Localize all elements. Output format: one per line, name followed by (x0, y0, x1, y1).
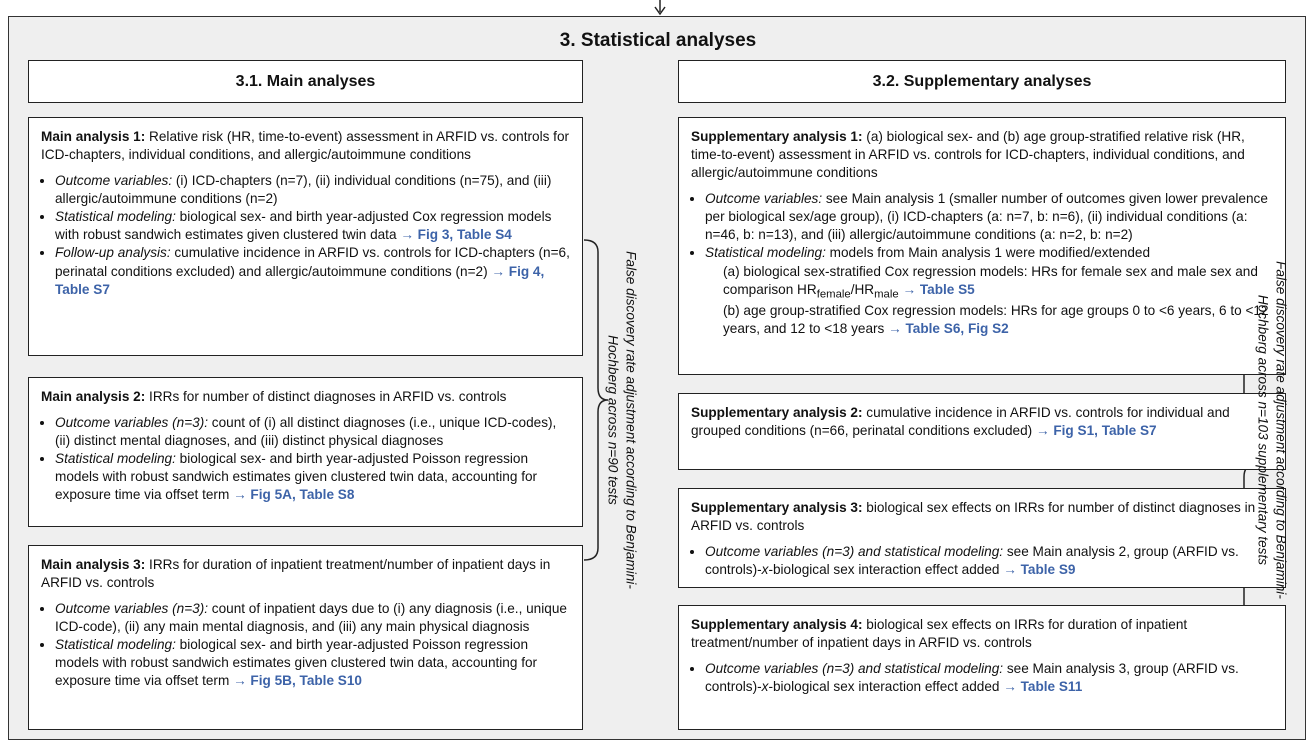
analysis-title: Main analysis 1: Relative risk (HR, time… (41, 128, 570, 164)
text-run: Relative risk (HR, time-to-event) assess… (41, 129, 570, 163)
text-run: see Main analysis 1 (smaller number of o… (705, 191, 1268, 243)
text-run: -biological sex interaction effect added (768, 679, 1004, 695)
text-run: biological sex effects on IRRs for durat… (691, 617, 1188, 651)
text-run: Outcome variables (n=3): (55, 601, 208, 617)
analysis-box: Supplementary analysis 2: cumulative inc… (678, 393, 1286, 470)
text-run: → Table S5 (902, 281, 975, 297)
bullet: Statistical modeling: biological sex- an… (55, 636, 570, 690)
text-run: x (761, 562, 769, 578)
text-run: → Fig 3, Table S4 (400, 227, 512, 243)
text-run: (a) biological sex- and (b) age group-st… (691, 129, 1245, 181)
text-run: Outcome variables: (705, 191, 823, 207)
text-run: (a) biological sex-stratified Cox regres… (723, 263, 1258, 297)
text-run: → Table S11 (1003, 679, 1083, 695)
analysis-box: Supplementary analysis 3: biological sex… (678, 488, 1286, 588)
text-run: biological sex effects on IRRs for numbe… (691, 500, 1256, 534)
bullet: Statistical modeling: biological sex- an… (55, 450, 570, 504)
bullet: Follow-up analysis: cumulative incidence… (55, 244, 570, 298)
text-run: cumulative incidence in ARFID vs. contro… (55, 245, 570, 279)
fdr-note: False discovery rate adjustment accordin… (1256, 261, 1289, 599)
analysis-title: Supplementary analysis 3: biological sex… (691, 499, 1273, 535)
text-run: → Fig S1, Table S7 (1035, 423, 1157, 439)
text-run: IRRs for number of distinct diagnoses in… (145, 389, 507, 404)
bullet-list: Outcome variables: (i) ICD-chapters (n=7… (41, 172, 570, 299)
text-run: Supplementary analysis 2: (691, 405, 863, 420)
bullet-list: Outcome variables (n=3) and statistical … (691, 543, 1273, 579)
text-run: male (874, 288, 899, 301)
panel-title: 3. Statistical analyses (559, 30, 757, 51)
text-run: biological sex- and birth year-adjusted … (55, 451, 538, 503)
analysis-title: Supplementary analysis 4: biological sex… (691, 616, 1273, 652)
bullet-list: Outcome variables (n=3): count of (i) al… (41, 414, 570, 504)
bullet: Statistical modeling: biological sex- an… (55, 208, 570, 244)
text-run: (i) ICD-chapters (n=7), (ii) individual … (55, 173, 552, 207)
analysis-box: Supplementary analysis 4: biological sex… (678, 605, 1286, 730)
text-run: Statistical modeling: (55, 209, 176, 225)
text-run: → Fig 5A, Table S8 (233, 487, 355, 503)
text-run: Statistical modeling: (55, 637, 176, 653)
text-run: (b) age group-stratified Cox regression … (723, 303, 1269, 337)
analysis-title: Supplementary analysis 1: (a) biological… (691, 128, 1273, 182)
text-run: Statistical modeling: (705, 245, 826, 261)
text-run: count of (i) all distinct diagnoses (i.e… (55, 415, 557, 449)
analysis-box: Main analysis 1: Relative risk (HR, time… (28, 117, 583, 356)
text-run: Supplementary analysis 3: (691, 500, 863, 515)
text-run: Supplementary analysis 4: (691, 617, 863, 632)
analysis-title: Main analysis 2: IRRs for number of dist… (41, 388, 570, 406)
text-run: count of inpatient days due to (i) any d… (55, 601, 567, 635)
bullet-list: Outcome variables (n=3) and statistical … (691, 660, 1273, 696)
bullet: Outcome variables (n=3) and statistical … (705, 543, 1273, 579)
bullet-list: Outcome variables: see Main analysis 1 (… (691, 190, 1273, 338)
text-run: Supplementary analysis 1: (691, 129, 863, 144)
text-run: Statistical modeling: (55, 451, 176, 467)
text-run: /HR (850, 281, 875, 297)
section-heading: 3.2. Supplementary analyses (678, 60, 1286, 103)
sub-item: (a) biological sex-stratified Cox regres… (723, 263, 1273, 303)
text-run: -biological sex interaction effect added (768, 562, 1004, 578)
sub-item: (b) age group-stratified Cox regression … (723, 302, 1273, 338)
text-run: see Main analysis 2, group (ARFID vs. co… (705, 544, 1239, 578)
text-run: female (816, 288, 851, 301)
analysis-title: Supplementary analysis 2: cumulative inc… (691, 404, 1273, 440)
text-run: Outcome variables (n=3) and statistical … (705, 661, 1004, 677)
text-run: Main analysis 3: (41, 557, 146, 572)
text-run: Outcome variables (n=3): (55, 415, 208, 431)
text-run: see Main analysis 3, group (ARFID vs. co… (705, 661, 1239, 695)
bullet: Outcome variables (n=3) and statistical … (705, 660, 1273, 696)
bullet: Outcome variables (n=3): count of inpati… (55, 600, 570, 636)
text-run: Main analysis 2: (41, 389, 146, 404)
section-heading: 3.1. Main analyses (28, 60, 583, 103)
text-run: Outcome variables (n=3) and statistical … (705, 544, 1004, 560)
analysis-box: Supplementary analysis 1: (a) biological… (678, 117, 1286, 375)
bullet: Statistical modeling: models from Main a… (705, 244, 1273, 338)
bullet: Outcome variables (n=3): count of (i) al… (55, 414, 570, 450)
text-run: Outcome variables: (55, 173, 173, 189)
text-run: x (761, 679, 769, 695)
text-run: Follow-up analysis: (55, 245, 171, 261)
analysis-title: Main analysis 3: IRRs for duration of in… (41, 556, 570, 592)
text-run: biological sex- and birth year-adjusted … (55, 209, 552, 243)
text-run: IRRs for duration of inpatient treatment… (41, 557, 551, 591)
analysis-box: Main analysis 3: IRRs for duration of in… (28, 545, 583, 730)
text-run: → Fig 5B, Table S10 (233, 673, 362, 689)
bullet: Outcome variables: see Main analysis 1 (… (705, 190, 1273, 244)
text-run: biological sex- and birth year-adjusted … (55, 637, 538, 689)
text-run: cumulative incidence in ARFID vs. contro… (691, 405, 1230, 439)
text-run: Main analysis 1: (41, 129, 146, 144)
bullet-list: Outcome variables (n=3): count of inpati… (41, 600, 570, 690)
text-run: models from Main analysis 1 were modifie… (825, 245, 1151, 261)
sub-list: (a) biological sex-stratified Cox regres… (705, 263, 1273, 339)
text-run: → Fig 4, Table S7 (55, 263, 545, 297)
analysis-box: Main analysis 2: IRRs for number of dist… (28, 377, 583, 527)
text-run: → Table S6, Fig S2 (888, 321, 1009, 337)
fdr-note: False discovery rate adjustment accordin… (606, 251, 639, 589)
text-run: → Table S9 (1003, 562, 1076, 578)
bullet: Outcome variables: (i) ICD-chapters (n=7… (55, 172, 570, 208)
